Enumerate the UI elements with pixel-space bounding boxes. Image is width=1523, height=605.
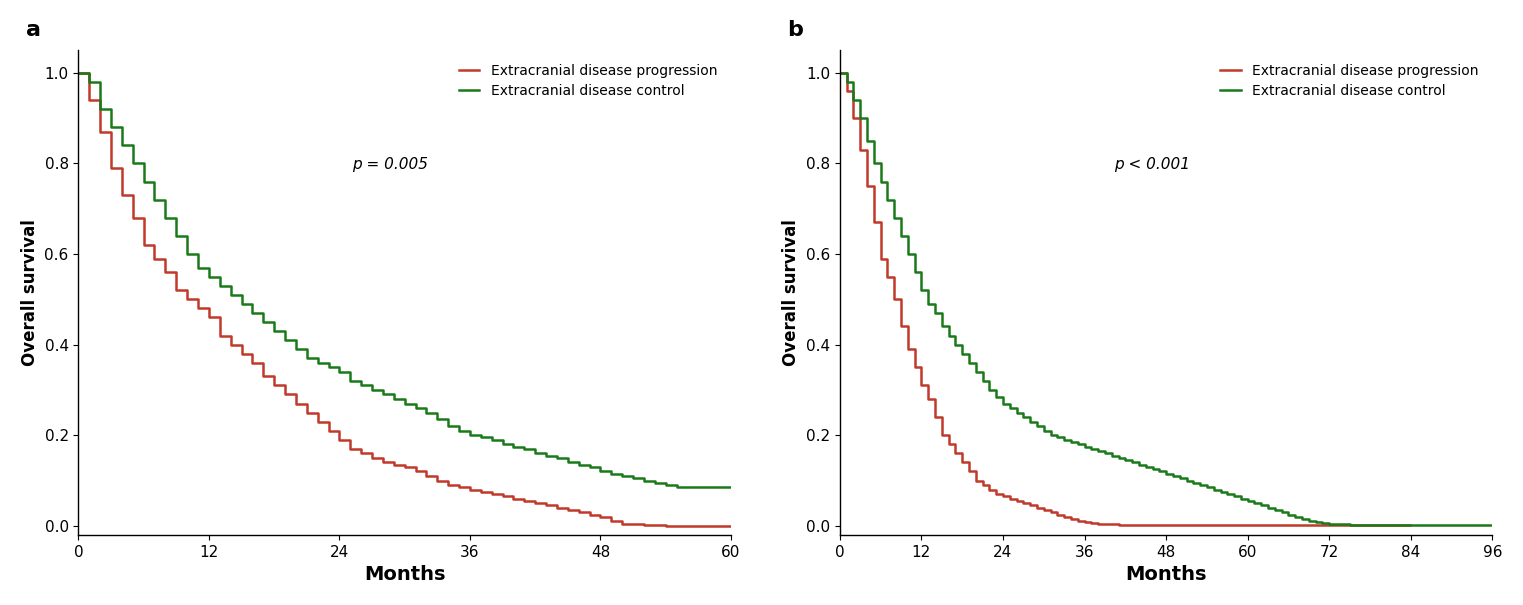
Text: a: a bbox=[26, 21, 41, 41]
Text: p = 0.005: p = 0.005 bbox=[352, 157, 428, 172]
X-axis label: Months: Months bbox=[364, 565, 445, 584]
X-axis label: Months: Months bbox=[1125, 565, 1206, 584]
Legend: Extracranial disease progression, Extracranial disease control: Extracranial disease progression, Extrac… bbox=[452, 57, 723, 105]
Text: b: b bbox=[787, 21, 804, 41]
Text: p < 0.001: p < 0.001 bbox=[1113, 157, 1189, 172]
Y-axis label: Overall survival: Overall survival bbox=[783, 219, 800, 366]
Y-axis label: Overall survival: Overall survival bbox=[21, 219, 38, 366]
Legend: Extracranial disease progression, Extracranial disease control: Extracranial disease progression, Extrac… bbox=[1214, 57, 1485, 105]
